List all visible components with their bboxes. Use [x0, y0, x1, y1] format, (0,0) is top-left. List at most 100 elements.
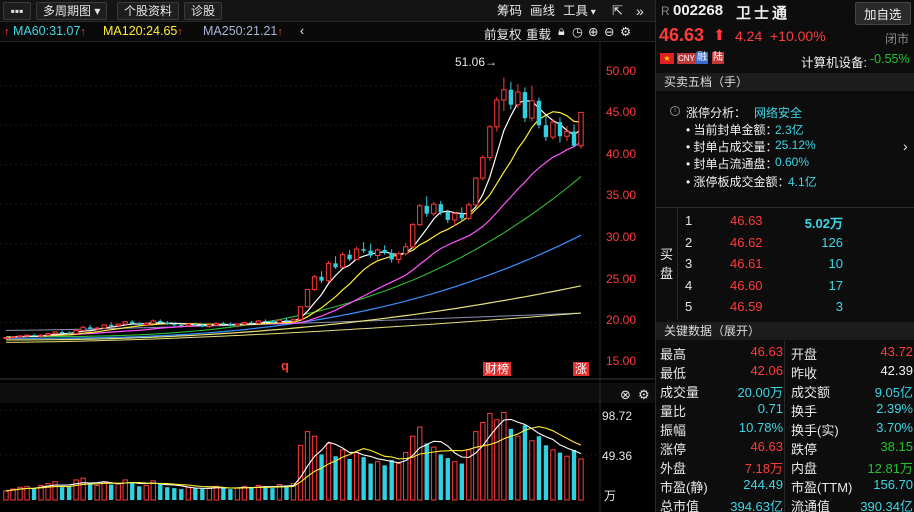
last-price: 46.63: [659, 25, 705, 45]
key-value: 3.70%: [876, 420, 913, 435]
price-axis-label: 45.00: [606, 105, 637, 119]
kline-chart[interactable]: [0, 42, 655, 512]
forward-adjust-button[interactable]: 前复权: [484, 28, 522, 42]
tools-button[interactable]: 工具 ▾: [563, 4, 596, 18]
key-value: 10.78%: [738, 420, 783, 435]
ma-legend-bar: ↑ MA60:31.07↑ MA120:24.65↑ MA250:21.21↑ …: [0, 22, 655, 42]
multi-period-button[interactable]: 多周期图 ▾: [36, 2, 108, 20]
candle-body: [319, 276, 324, 281]
bid-level: 5: [685, 299, 693, 314]
dragon-tiger-badge[interactable]: 财榜: [483, 362, 512, 376]
key-value: 42.39: [880, 363, 913, 378]
candle-body: [480, 157, 486, 179]
key-data-header[interactable]: 关键数据（展开）: [656, 322, 914, 340]
candle-body: [17, 335, 23, 338]
limit-up-badge[interactable]: 涨: [573, 362, 590, 376]
volume-settings-icon[interactable]: ⚙: [638, 387, 650, 402]
prev-arrow-icon[interactable]: ‹: [300, 24, 305, 38]
bid-qty: 5.02万: [804, 216, 843, 231]
volume-bar: [403, 452, 409, 501]
candle-body: [45, 333, 51, 336]
close-volume-icon[interactable]: ⊗: [620, 387, 631, 402]
candle-body: [403, 246, 409, 255]
bid-row[interactable]: 2 46.62 126: [678, 234, 914, 254]
overlay-button[interactable]: 重载: [526, 28, 552, 42]
candle-body: [452, 213, 458, 221]
volume-bar: [263, 486, 268, 500]
fullscreen-icon[interactable]: ⇱: [612, 3, 623, 18]
volume-bar: [137, 486, 142, 500]
volume-bar: [480, 422, 486, 501]
stock-diagnosis-button[interactable]: 诊股: [184, 2, 223, 20]
volume-bar: [87, 483, 93, 500]
market-prefix: R: [661, 4, 670, 18]
bid-price: 46.62: [730, 234, 763, 250]
volume-bar: [550, 449, 556, 501]
bid-row[interactable]: 3 46.61 10: [678, 255, 914, 275]
candle-body: [59, 332, 65, 334]
candle-body: [473, 177, 479, 206]
bid-row[interactable]: 1 46.63 5.02万: [678, 212, 914, 232]
candle-body: [353, 248, 360, 260]
volume-bar: [94, 484, 100, 501]
bid-price: 46.61: [730, 256, 763, 271]
volume-ma-line: [5, 418, 582, 492]
lock-icon[interactable]: 🔒︎: [558, 24, 565, 38]
candle-body: [396, 253, 402, 260]
settings-icon[interactable]: ⚙: [620, 25, 632, 39]
bid-qty: 10: [828, 256, 843, 271]
candle-body: [550, 121, 556, 138]
volume-bar: [66, 486, 72, 500]
key-value: 156.70: [873, 477, 913, 492]
ma250-legend: MA250:21.21↑: [203, 24, 283, 38]
candle-body: [66, 332, 72, 334]
volume-bar: [80, 477, 86, 501]
candle-body: [459, 213, 464, 219]
volume-bar: [122, 479, 128, 501]
candle-body: [270, 321, 275, 323]
draw-line-button[interactable]: 画线: [530, 4, 556, 18]
order-book-header[interactable]: 买卖五档（手）: [656, 73, 914, 91]
bid-row[interactable]: 4 46.60 17: [678, 277, 914, 297]
chevron-down-icon: ▾: [94, 4, 101, 18]
divider: [656, 207, 914, 208]
chips-button[interactable]: 筹码: [497, 4, 523, 18]
clock-icon[interactable]: ◷: [572, 25, 583, 39]
stock-code: 002268: [673, 2, 724, 19]
volume-bar: [494, 419, 500, 501]
key-data-row: 最低 42.06 昨收 42.39: [656, 362, 914, 381]
candle-body: [165, 322, 170, 325]
volume-bar: [17, 486, 23, 501]
ma250-line: [5, 312, 582, 343]
candle-body: [10, 336, 16, 339]
volume-bar: [508, 428, 514, 500]
volume-bar: [221, 487, 226, 500]
china-flag-icon: ★: [660, 53, 674, 64]
chevron-right-icon[interactable]: ›: [903, 138, 908, 154]
more-button[interactable]: ▪▪▪: [3, 2, 31, 20]
sector-name[interactable]: 计算机设备:: [801, 56, 867, 70]
candle-body: [410, 224, 416, 248]
collapse-panel-icon[interactable]: »: [636, 3, 644, 19]
volume-bar: [374, 461, 381, 501]
volume-axis-unit: 万: [604, 489, 617, 503]
stock-profile-button[interactable]: 个股资料: [117, 2, 180, 20]
candle-body: [94, 327, 100, 330]
add-watchlist-button[interactable]: 加自选: [855, 2, 911, 25]
toolbar: ▪▪▪ 多周期图 ▾ 个股资料 诊股 筹码 画线 工具 ▾ ⇱ »: [0, 0, 655, 22]
candle-body: [578, 111, 584, 147]
zoom-out-icon[interactable]: ⊖: [604, 25, 615, 39]
bid-level: 4: [685, 277, 693, 293]
volume-bar: [115, 483, 121, 501]
candle-body: [557, 122, 563, 137]
volume-bar: [353, 452, 360, 501]
info-icon: i: [670, 106, 680, 116]
limit-analysis-value[interactable]: 网络安全: [754, 106, 803, 120]
volume-bar: [200, 489, 205, 500]
more-icon: ▪▪▪: [10, 4, 24, 18]
key-value: 43.72: [880, 344, 913, 359]
q-badge[interactable]: q: [281, 358, 289, 373]
zoom-in-icon[interactable]: ⊕: [588, 25, 599, 39]
bid-row[interactable]: 5 46.59 3: [678, 298, 914, 318]
candle-body: [529, 100, 535, 119]
